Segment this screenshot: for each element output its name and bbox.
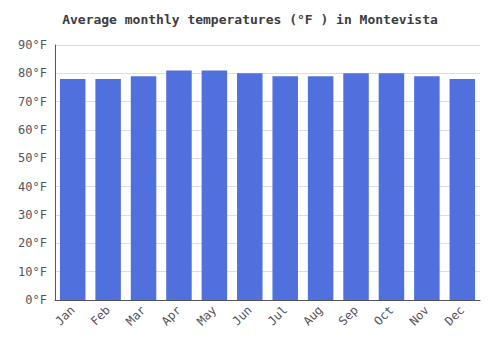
svg-text:Jan: Jan xyxy=(52,303,77,328)
svg-text:May: May xyxy=(194,303,219,328)
svg-text:60°F: 60°F xyxy=(18,123,47,137)
svg-text:Aug: Aug xyxy=(300,303,325,328)
svg-text:Nov: Nov xyxy=(407,303,432,328)
svg-text:70°F: 70°F xyxy=(18,95,47,109)
svg-text:Jul: Jul xyxy=(265,303,290,328)
svg-text:Apr: Apr xyxy=(159,303,184,328)
svg-text:10°F: 10°F xyxy=(18,265,47,279)
svg-text:80°F: 80°F xyxy=(18,66,47,80)
svg-text:Oct: Oct xyxy=(371,303,396,328)
svg-text:90°F: 90°F xyxy=(18,38,47,52)
svg-text:Jun: Jun xyxy=(230,303,255,328)
svg-text:Average monthly temperatures (: Average monthly temperatures (°F ) in Mo… xyxy=(62,12,438,27)
svg-text:20°F: 20°F xyxy=(18,236,47,250)
svg-text:40°F: 40°F xyxy=(18,180,47,194)
svg-text:50°F: 50°F xyxy=(18,151,47,165)
svg-text:30°F: 30°F xyxy=(18,208,47,222)
svg-text:Sep: Sep xyxy=(336,303,361,328)
svg-text:Mar: Mar xyxy=(123,303,148,328)
svg-text:Dec: Dec xyxy=(442,303,467,328)
svg-text:0°F: 0°F xyxy=(25,293,47,307)
svg-text:Feb: Feb xyxy=(88,303,113,328)
